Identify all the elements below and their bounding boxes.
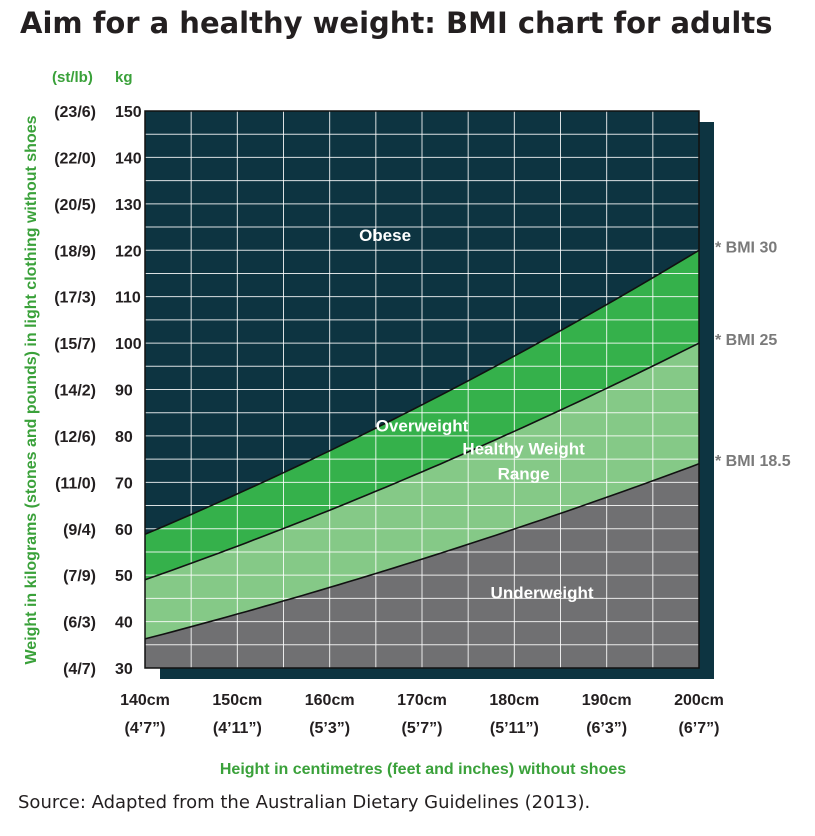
bmi-label-18-5: * BMI 18.5: [715, 453, 791, 470]
x-tick-cm: 140cm: [120, 692, 170, 709]
stlb-unit-label: (st/lb): [52, 69, 93, 86]
y-tick-stlb: (18/9): [54, 243, 96, 260]
bmi-curve-18-5: [144, 463, 700, 640]
y-axis-ticks: 150 (23/6) 140 (22/0) 130 (20/5) 120 (18/9) 110 (…: [54, 104, 142, 678]
y-tick-stlb: (9/4): [63, 522, 96, 539]
y-axis-title: Weight in kilograms (stones and pounds) …: [23, 115, 40, 664]
y-tick-kg: 120: [115, 243, 142, 260]
kg-unit-label: kg: [115, 69, 133, 86]
y-tick-kg: 30: [115, 661, 133, 678]
y-tick-stlb: (4/7): [63, 661, 96, 678]
bmi-curve-25: [144, 342, 700, 581]
x-tick-ftin: (5’11”): [490, 720, 539, 737]
y-tick-kg: 130: [115, 197, 142, 214]
y-tick-stlb: (17/3): [54, 290, 96, 307]
y-tick-stlb: (23/6): [54, 104, 96, 121]
page-title: Aim for a healthy weight: BMI chart for …: [20, 6, 773, 40]
x-axis-title: Height in centimetres (feet and inches) …: [220, 761, 626, 778]
y-tick-kg: 140: [115, 150, 142, 167]
y-tick-kg: 110: [115, 290, 141, 307]
y-tick-stlb: (15/7): [54, 336, 96, 353]
x-tick-ftin: (6’7”): [679, 720, 720, 737]
source-note: Source: Adapted from the Australian Diet…: [18, 792, 591, 813]
bmi-label-25: * BMI 25: [715, 332, 777, 349]
y-tick-kg: 60: [115, 522, 133, 539]
x-tick-ftin: (4’7”): [125, 720, 166, 737]
x-tick-cm: 200cm: [674, 692, 724, 709]
bmi-curves: [144, 249, 700, 640]
y-tick-stlb: (12/6): [54, 429, 96, 446]
y-tick-kg: 40: [115, 615, 133, 632]
region-label-obese: Obese: [359, 226, 411, 245]
x-axis-ticks: 140cm (4’7”) 150cm (4’11”) 160cm (5’3”) 170cm (…: [120, 692, 724, 737]
x-tick-ftin: (5’3”): [309, 720, 350, 737]
y-tick-kg: 90: [115, 383, 133, 400]
y-tick-stlb: (11/0): [55, 475, 96, 492]
x-tick-cm: 150cm: [212, 692, 262, 709]
y-tick-kg: 70: [115, 475, 133, 492]
x-tick-ftin: (6’3”): [586, 720, 627, 737]
y-tick-kg: 100: [115, 336, 142, 353]
y-tick-stlb: (20/5): [54, 197, 96, 214]
y-tick-stlb: (6/3): [63, 615, 96, 632]
region-label-healthy-weight-range: Healthy Weight Range: [462, 439, 585, 483]
region-label-underweight: Underweight: [491, 583, 594, 602]
y-tick-stlb: (14/2): [54, 383, 96, 400]
y-tick-kg: 150: [115, 104, 142, 121]
x-tick-cm: 190cm: [582, 692, 632, 709]
grid-lines: [144, 110, 700, 669]
region-label-overweight: Overweight: [376, 416, 469, 435]
bmi-labels: * BMI 18.5 * BMI 25 * BMI 30: [715, 239, 791, 470]
bmi-label-30: * BMI 30: [715, 239, 777, 256]
bmi-curve-30: [144, 249, 700, 536]
x-tick-cm: 170cm: [397, 692, 447, 709]
x-tick-ftin: (5’7”): [402, 720, 443, 737]
region-labels: Obese Overweight Healthy Weight Range Underw…: [359, 226, 594, 602]
x-tick-ftin: (4’11”): [213, 720, 262, 737]
x-tick-cm: 160cm: [305, 692, 355, 709]
plot-frame: [144, 110, 700, 669]
y-tick-kg: 80: [115, 429, 133, 446]
y-tick-stlb: (7/9): [63, 568, 96, 585]
x-tick-cm: 180cm: [489, 692, 539, 709]
y-tick-kg: 50: [115, 568, 133, 585]
y-tick-stlb: (22/0): [54, 150, 96, 167]
